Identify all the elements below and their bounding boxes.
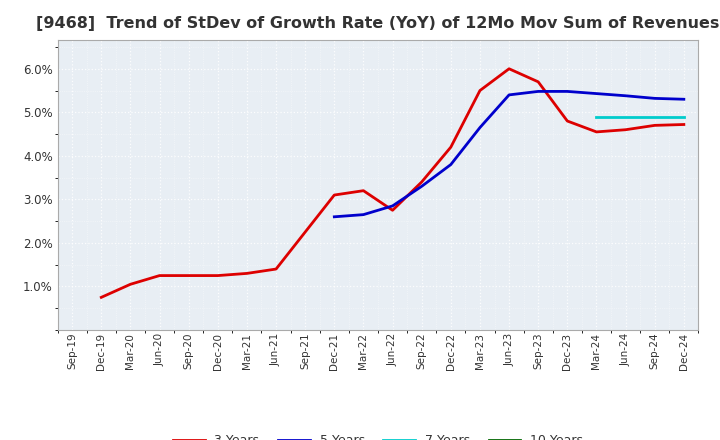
3 Years — [330, 192, 338, 198]
5 Years — [418, 183, 426, 189]
3 Years — [243, 271, 251, 276]
5 Years — [534, 89, 543, 94]
5 Years — [476, 125, 485, 130]
3 Years — [184, 273, 193, 278]
3 Years — [359, 188, 368, 193]
5 Years — [505, 92, 513, 98]
7 Years — [592, 114, 600, 119]
3 Years — [156, 273, 164, 278]
3 Years — [271, 266, 280, 271]
3 Years — [418, 180, 426, 185]
5 Years — [446, 162, 455, 167]
5 Years — [680, 97, 688, 102]
3 Years — [97, 295, 106, 300]
3 Years — [126, 282, 135, 287]
7 Years — [680, 114, 688, 119]
3 Years — [301, 229, 310, 235]
Title: [9468]  Trend of StDev of Growth Rate (YoY) of 12Mo Mov Sum of Revenues: [9468] Trend of StDev of Growth Rate (Yo… — [36, 16, 720, 32]
5 Years — [592, 91, 600, 96]
Line: 5 Years: 5 Years — [334, 92, 684, 217]
5 Years — [621, 93, 630, 99]
3 Years — [446, 144, 455, 150]
3 Years — [650, 123, 659, 128]
7 Years — [621, 114, 630, 119]
5 Years — [330, 214, 338, 220]
5 Years — [359, 212, 368, 217]
Line: 3 Years: 3 Years — [102, 69, 684, 297]
3 Years — [592, 129, 600, 135]
3 Years — [213, 273, 222, 278]
Legend: 3 Years, 5 Years, 7 Years, 10 Years: 3 Years, 5 Years, 7 Years, 10 Years — [168, 429, 588, 440]
3 Years — [534, 79, 543, 84]
5 Years — [388, 203, 397, 209]
3 Years — [388, 208, 397, 213]
3 Years — [563, 118, 572, 124]
3 Years — [680, 122, 688, 127]
5 Years — [563, 89, 572, 94]
3 Years — [621, 127, 630, 132]
3 Years — [476, 88, 485, 93]
7 Years — [650, 114, 659, 119]
3 Years — [505, 66, 513, 71]
5 Years — [650, 96, 659, 101]
